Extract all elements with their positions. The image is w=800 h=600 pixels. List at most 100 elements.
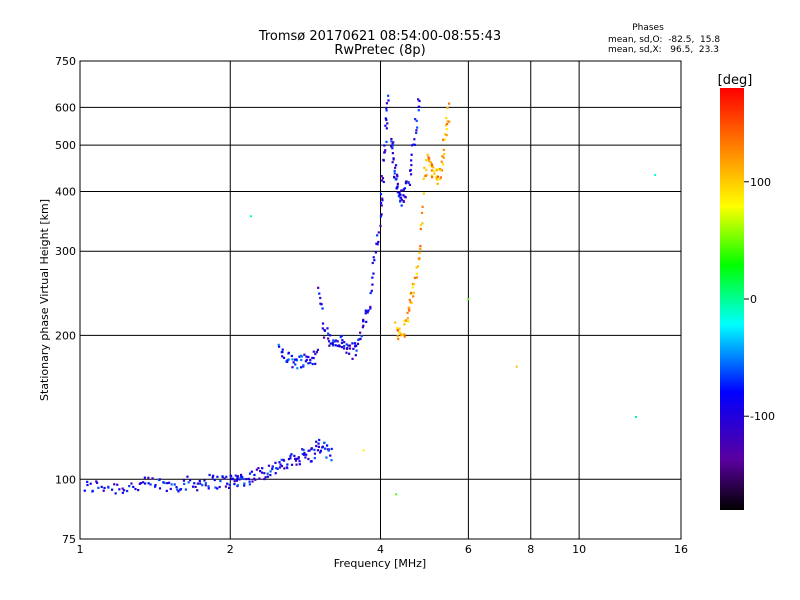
- data-point: [415, 119, 418, 122]
- data-point: [372, 272, 375, 275]
- data-point: [319, 449, 323, 452]
- data-point: [287, 358, 290, 361]
- data-point: [86, 483, 89, 487]
- data-point: [170, 483, 173, 486]
- data-point: [359, 337, 362, 340]
- data-point: [238, 478, 241, 481]
- data-point: [274, 461, 277, 464]
- data-point: [396, 186, 399, 189]
- data-point: [385, 118, 388, 122]
- data-point: [253, 477, 256, 480]
- data-point: [421, 222, 424, 225]
- data-point: [196, 489, 199, 492]
- data-point: [303, 353, 306, 356]
- data-point: [321, 322, 325, 325]
- data-point: [211, 476, 214, 479]
- data-point: [391, 143, 394, 146]
- data-point: [300, 355, 304, 358]
- data-point: [373, 259, 376, 262]
- data-point: [369, 307, 372, 310]
- data-point: [158, 487, 162, 490]
- data-point: [394, 178, 397, 181]
- data-point: [410, 291, 413, 294]
- data-point: [400, 189, 403, 192]
- data-point: [408, 298, 411, 301]
- data-point: [324, 447, 327, 450]
- data-point: [359, 331, 362, 334]
- data-point: [294, 459, 298, 462]
- data-point: [415, 276, 419, 279]
- data-point: [121, 487, 124, 490]
- data-point: [444, 133, 447, 136]
- y-tick-label: 200: [55, 329, 76, 342]
- data-point: [266, 475, 269, 478]
- data-point: [207, 485, 210, 488]
- data-point: [126, 489, 129, 493]
- data-point: [348, 344, 351, 347]
- data-point: [403, 323, 406, 326]
- data-point: [398, 191, 401, 194]
- data-point: [225, 475, 228, 478]
- data-point: [339, 336, 342, 339]
- data-point: [239, 473, 243, 477]
- data-point: [201, 484, 204, 487]
- data-point: [281, 355, 284, 358]
- data-point: [340, 341, 344, 345]
- data-point: [412, 283, 416, 286]
- data-point: [399, 200, 402, 203]
- data-point: [413, 143, 416, 146]
- data-point: [173, 483, 176, 486]
- data-point: [149, 483, 152, 486]
- data-point: [422, 177, 425, 180]
- data-point: [379, 224, 382, 227]
- data-point: [380, 204, 383, 207]
- x-tick-label: 4: [377, 543, 384, 556]
- data-point: [107, 486, 110, 489]
- data-point: [383, 151, 386, 154]
- data-point: [286, 463, 289, 466]
- data-point: [634, 415, 637, 418]
- x-tick-label: 8: [527, 543, 534, 556]
- data-point: [426, 153, 429, 156]
- data-point: [191, 485, 195, 488]
- x-axis-label: Frequency [MHz]: [334, 557, 426, 570]
- data-point: [294, 363, 297, 366]
- data-point: [329, 454, 332, 457]
- data-point: [442, 156, 445, 159]
- colorbar-tick-label: 100: [750, 176, 771, 189]
- colorbar-tick-label: -100: [750, 410, 775, 423]
- data-point: [365, 320, 368, 324]
- data-point: [274, 472, 277, 475]
- data-point: [95, 481, 99, 484]
- data-point: [408, 309, 411, 312]
- data-point: [439, 176, 443, 179]
- data-point: [380, 175, 383, 178]
- data-point: [314, 362, 317, 365]
- data-point: [309, 361, 312, 364]
- data-point: [379, 215, 382, 218]
- data-point: [221, 475, 224, 478]
- data-point: [436, 182, 439, 185]
- data-point: [418, 105, 421, 108]
- data-point: [346, 347, 349, 350]
- data-point: [442, 138, 445, 141]
- data-point: [147, 482, 150, 485]
- data-point: [134, 487, 137, 491]
- data-point: [293, 454, 296, 457]
- data-point: [295, 457, 298, 460]
- data-point: [158, 478, 162, 481]
- data-point: [279, 463, 282, 466]
- data-point: [184, 488, 187, 491]
- data-point: [435, 175, 438, 178]
- data-point: [296, 367, 299, 370]
- data-point: [95, 480, 98, 483]
- data-point: [327, 340, 331, 343]
- data-point: [267, 464, 271, 467]
- data-point: [331, 341, 334, 345]
- data-point: [336, 344, 339, 348]
- data-point: [402, 194, 405, 197]
- data-point: [422, 192, 425, 195]
- data-point: [340, 334, 343, 338]
- data-point: [375, 242, 378, 245]
- data-point: [310, 447, 313, 450]
